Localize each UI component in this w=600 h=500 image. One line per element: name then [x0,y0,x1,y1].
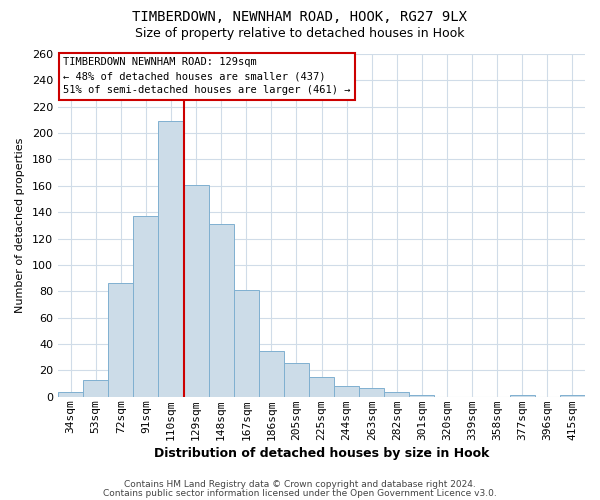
Text: Contains public sector information licensed under the Open Government Licence v3: Contains public sector information licen… [103,489,497,498]
Bar [58,392,83,397]
Y-axis label: Number of detached properties: Number of detached properties [15,138,25,313]
Bar [184,184,209,397]
Bar [209,224,234,397]
Bar [133,216,158,397]
Bar [334,386,359,397]
Bar [409,396,434,397]
Bar [83,380,108,397]
Bar [384,392,409,397]
Bar [359,388,384,397]
Bar [158,121,184,397]
Bar [234,290,259,397]
Bar [309,377,334,397]
X-axis label: Distribution of detached houses by size in Hook: Distribution of detached houses by size … [154,447,489,460]
Text: TIMBERDOWN, NEWNHAM ROAD, HOOK, RG27 9LX: TIMBERDOWN, NEWNHAM ROAD, HOOK, RG27 9LX [133,10,467,24]
Bar [510,396,535,397]
Bar [560,396,585,397]
Text: TIMBERDOWN NEWNHAM ROAD: 129sqm
← 48% of detached houses are smaller (437)
51% o: TIMBERDOWN NEWNHAM ROAD: 129sqm ← 48% of… [64,58,351,96]
Text: Size of property relative to detached houses in Hook: Size of property relative to detached ho… [135,28,465,40]
Bar [284,362,309,397]
Bar [108,284,133,397]
Bar [259,350,284,397]
Text: Contains HM Land Registry data © Crown copyright and database right 2024.: Contains HM Land Registry data © Crown c… [124,480,476,489]
